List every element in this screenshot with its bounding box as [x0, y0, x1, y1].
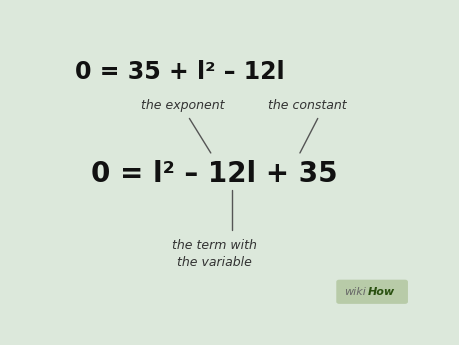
Text: 0 = 35 + l² – 12l: 0 = 35 + l² – 12l: [75, 60, 284, 84]
Text: How: How: [367, 287, 394, 297]
FancyBboxPatch shape: [336, 280, 407, 304]
Text: the exponent: the exponent: [140, 99, 224, 112]
Text: wiki: wiki: [343, 287, 365, 297]
Text: 0 = l² – 12l + 35: 0 = l² – 12l + 35: [91, 160, 337, 188]
Text: the constant: the constant: [267, 99, 346, 112]
Text: the term with
the variable: the term with the variable: [172, 239, 256, 269]
